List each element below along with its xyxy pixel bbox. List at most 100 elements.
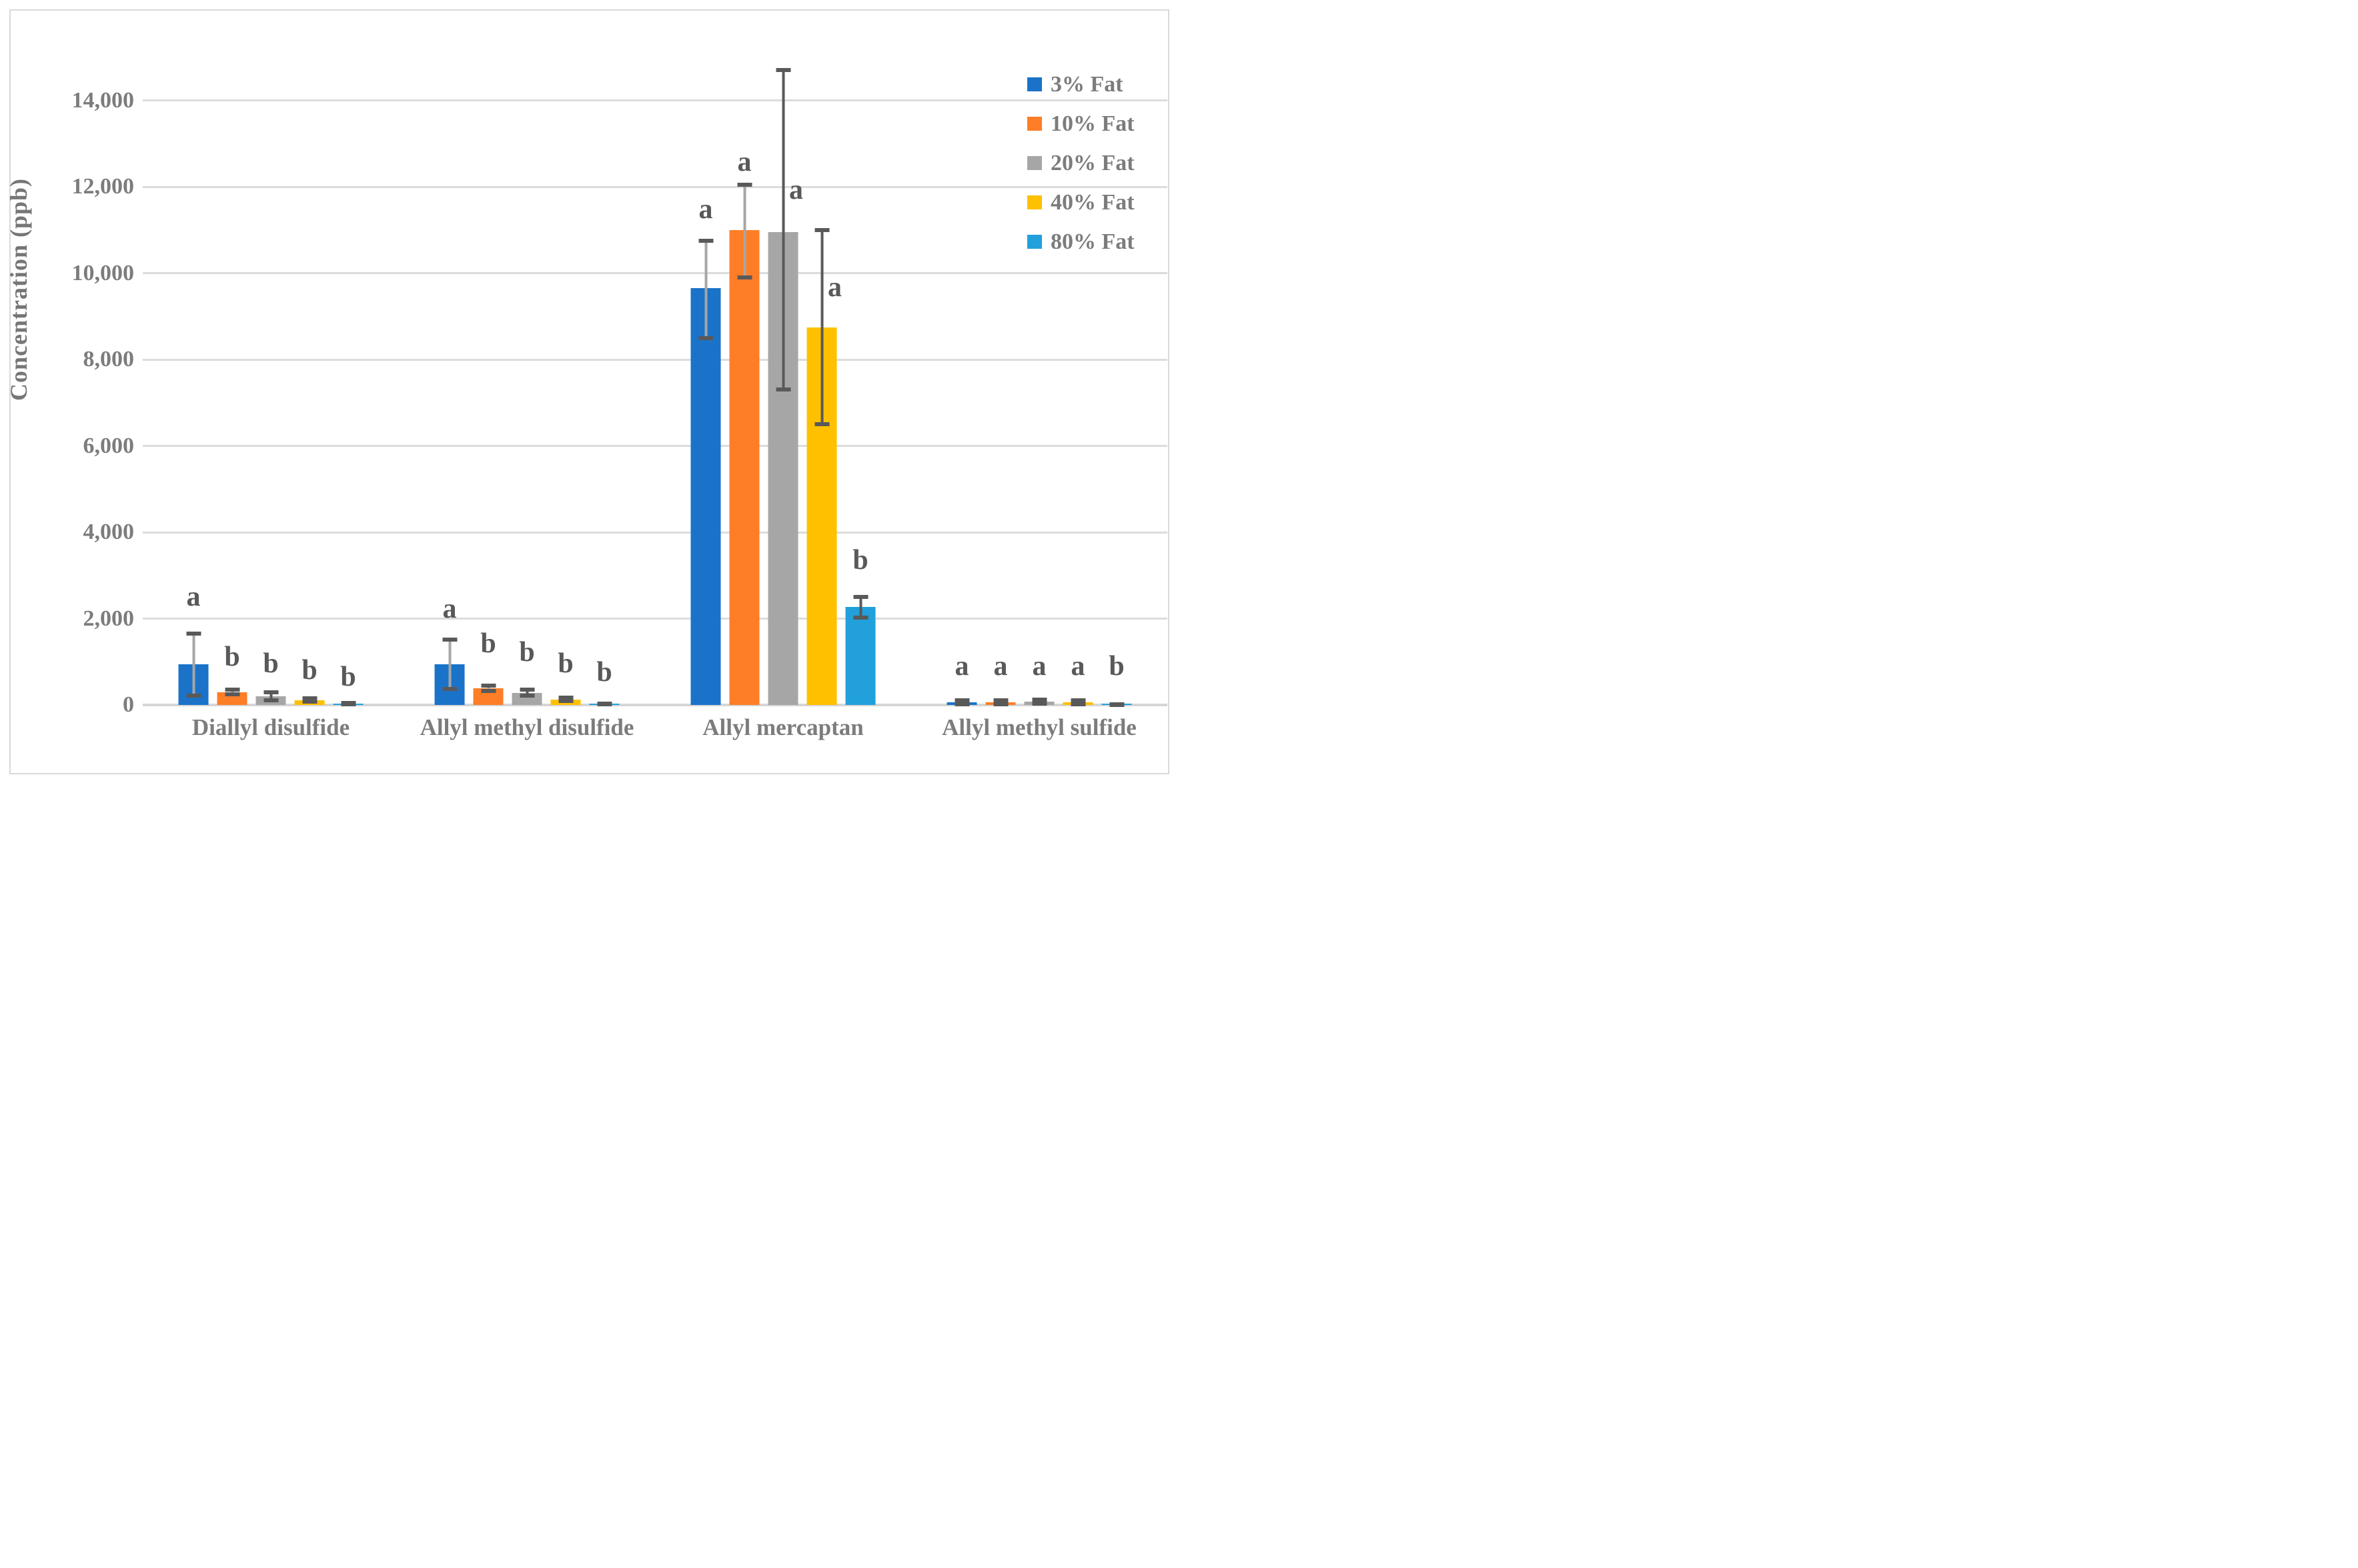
error-bar-cap-top <box>1032 698 1047 702</box>
legend-label: 3% Fat <box>1051 71 1123 97</box>
significance-letter: a <box>955 651 969 682</box>
gridline-8000 <box>143 358 1167 361</box>
bar-cell: a <box>947 57 977 706</box>
bar-cell: b <box>333 57 364 707</box>
bar-cell: a <box>806 57 842 705</box>
error-bar-cap-bottom <box>442 687 457 692</box>
bar-20Fat-2 <box>512 692 542 705</box>
x-category-label: Allyl methyl disulfide <box>420 714 634 740</box>
significance-letter: b <box>480 628 496 659</box>
x-axis-category-labels: Diallyl disulfide Allyl methyl disulfide A… <box>143 714 1167 741</box>
error-bar-cap-bottom <box>481 688 496 693</box>
error-bar-line <box>448 639 451 690</box>
error-bar-cap-top <box>558 696 573 700</box>
bar-cell: b <box>845 57 876 705</box>
y-tick-label: 12,000 <box>71 174 135 199</box>
significance-letter: b <box>302 654 318 686</box>
significance-letter: a <box>1071 651 1085 682</box>
error-bar-cap-top <box>993 698 1008 702</box>
error-bar-cap-bottom <box>1071 702 1085 706</box>
legend: 3% Fat 10% Fat 20% Fat 40% Fat 80% Fat <box>1027 71 1135 254</box>
legend-label: 10% Fat <box>1051 111 1135 136</box>
error-bar-line <box>743 184 746 278</box>
error-bar-cap-bottom <box>186 694 201 698</box>
significance-letter: b <box>340 661 356 692</box>
bar-cell: b <box>550 57 581 705</box>
legend-label: 20% Fat <box>1051 150 1135 175</box>
error-bar-cap-bottom <box>558 699 573 704</box>
significance-letter: a <box>737 147 752 178</box>
significance-letter: a <box>789 175 803 206</box>
significance-letter: b <box>1109 651 1125 682</box>
bar-cell: b <box>1101 57 1132 707</box>
error-bar-cap-bottom <box>1109 702 1124 707</box>
bar-cell: a <box>1024 57 1055 706</box>
error-bar-cap-bottom <box>993 702 1008 706</box>
legend-swatch-icon <box>1027 77 1042 91</box>
significance-letter: b <box>224 641 240 672</box>
y-tick-label: 10,000 <box>71 260 135 285</box>
y-tick-label: 4,000 <box>83 520 135 545</box>
error-bar-line <box>526 690 528 696</box>
significance-letter: a <box>698 194 713 225</box>
legend-swatch-icon <box>1027 235 1042 249</box>
bar-10Fat-3 <box>729 229 760 705</box>
bar-cell: b <box>217 57 247 705</box>
bar-cell: a <box>729 57 760 705</box>
significance-letter: b <box>852 544 868 576</box>
gridline-6000 <box>143 445 1167 448</box>
error-bar-cap-top <box>698 239 713 243</box>
error-bar-cap-bottom <box>737 275 752 280</box>
legend-label: 40% Fat <box>1051 189 1135 215</box>
y-tick-label: 6,000 <box>83 433 135 458</box>
x-category-label: Allyl methyl sulfide <box>942 714 1137 740</box>
significance-letter: b <box>596 656 612 688</box>
significance-letter: a <box>186 581 201 612</box>
significance-letter: a <box>828 271 842 303</box>
bar-cell: b <box>255 57 286 705</box>
bar-3Fat-3 <box>690 288 721 705</box>
gridline-14000 <box>143 99 1167 102</box>
legend-item-10Fat: 10% Fat <box>1027 111 1135 136</box>
error-bar-cap-top <box>737 182 752 187</box>
error-bar-cap-top <box>481 683 496 688</box>
gridline-0 <box>143 703 1167 706</box>
error-bar-cap-bottom <box>520 694 534 698</box>
error-bar-cap-bottom <box>814 422 829 427</box>
error-bar-line <box>192 633 195 696</box>
legend-swatch-icon <box>1027 117 1042 131</box>
error-bar-cap-top <box>263 690 278 695</box>
bar-cell: a <box>985 57 1016 706</box>
bar-cell: b <box>473 57 504 705</box>
bar-cell: a <box>690 57 721 705</box>
error-bar-line <box>269 692 272 700</box>
legend-item-80Fat: 80% Fat <box>1027 229 1135 254</box>
error-bar-line <box>487 685 490 691</box>
bar-cell: b <box>589 57 620 707</box>
error-bar-cap-top <box>814 227 829 232</box>
bar-cell: a <box>1063 57 1093 706</box>
y-tick-label: 14,000 <box>71 87 135 113</box>
bar-cell: b <box>512 57 542 705</box>
legend-label: 80% Fat <box>1051 229 1135 254</box>
error-bar-cap-top <box>776 68 790 73</box>
error-bar-line <box>820 229 823 425</box>
legend-swatch-icon <box>1027 156 1042 170</box>
error-bar-cap-bottom <box>302 700 317 704</box>
significance-letter: b <box>519 636 535 668</box>
gridline-12000 <box>143 185 1167 188</box>
bar-cell: b <box>294 57 325 705</box>
legend-swatch-icon <box>1027 195 1042 209</box>
error-bar-cap-top <box>853 595 868 600</box>
error-bar-cap-bottom <box>341 702 356 707</box>
bar-cell: a <box>434 57 465 705</box>
y-tick-label: 8,000 <box>83 347 135 372</box>
y-axis-tick-labels: 0 2,000 4,000 6,000 8,000 10,000 12,000 14,000 <box>11 57 135 717</box>
x-category-label: Diallyl disulfide <box>191 714 350 740</box>
error-bar-cap-bottom <box>955 702 969 706</box>
